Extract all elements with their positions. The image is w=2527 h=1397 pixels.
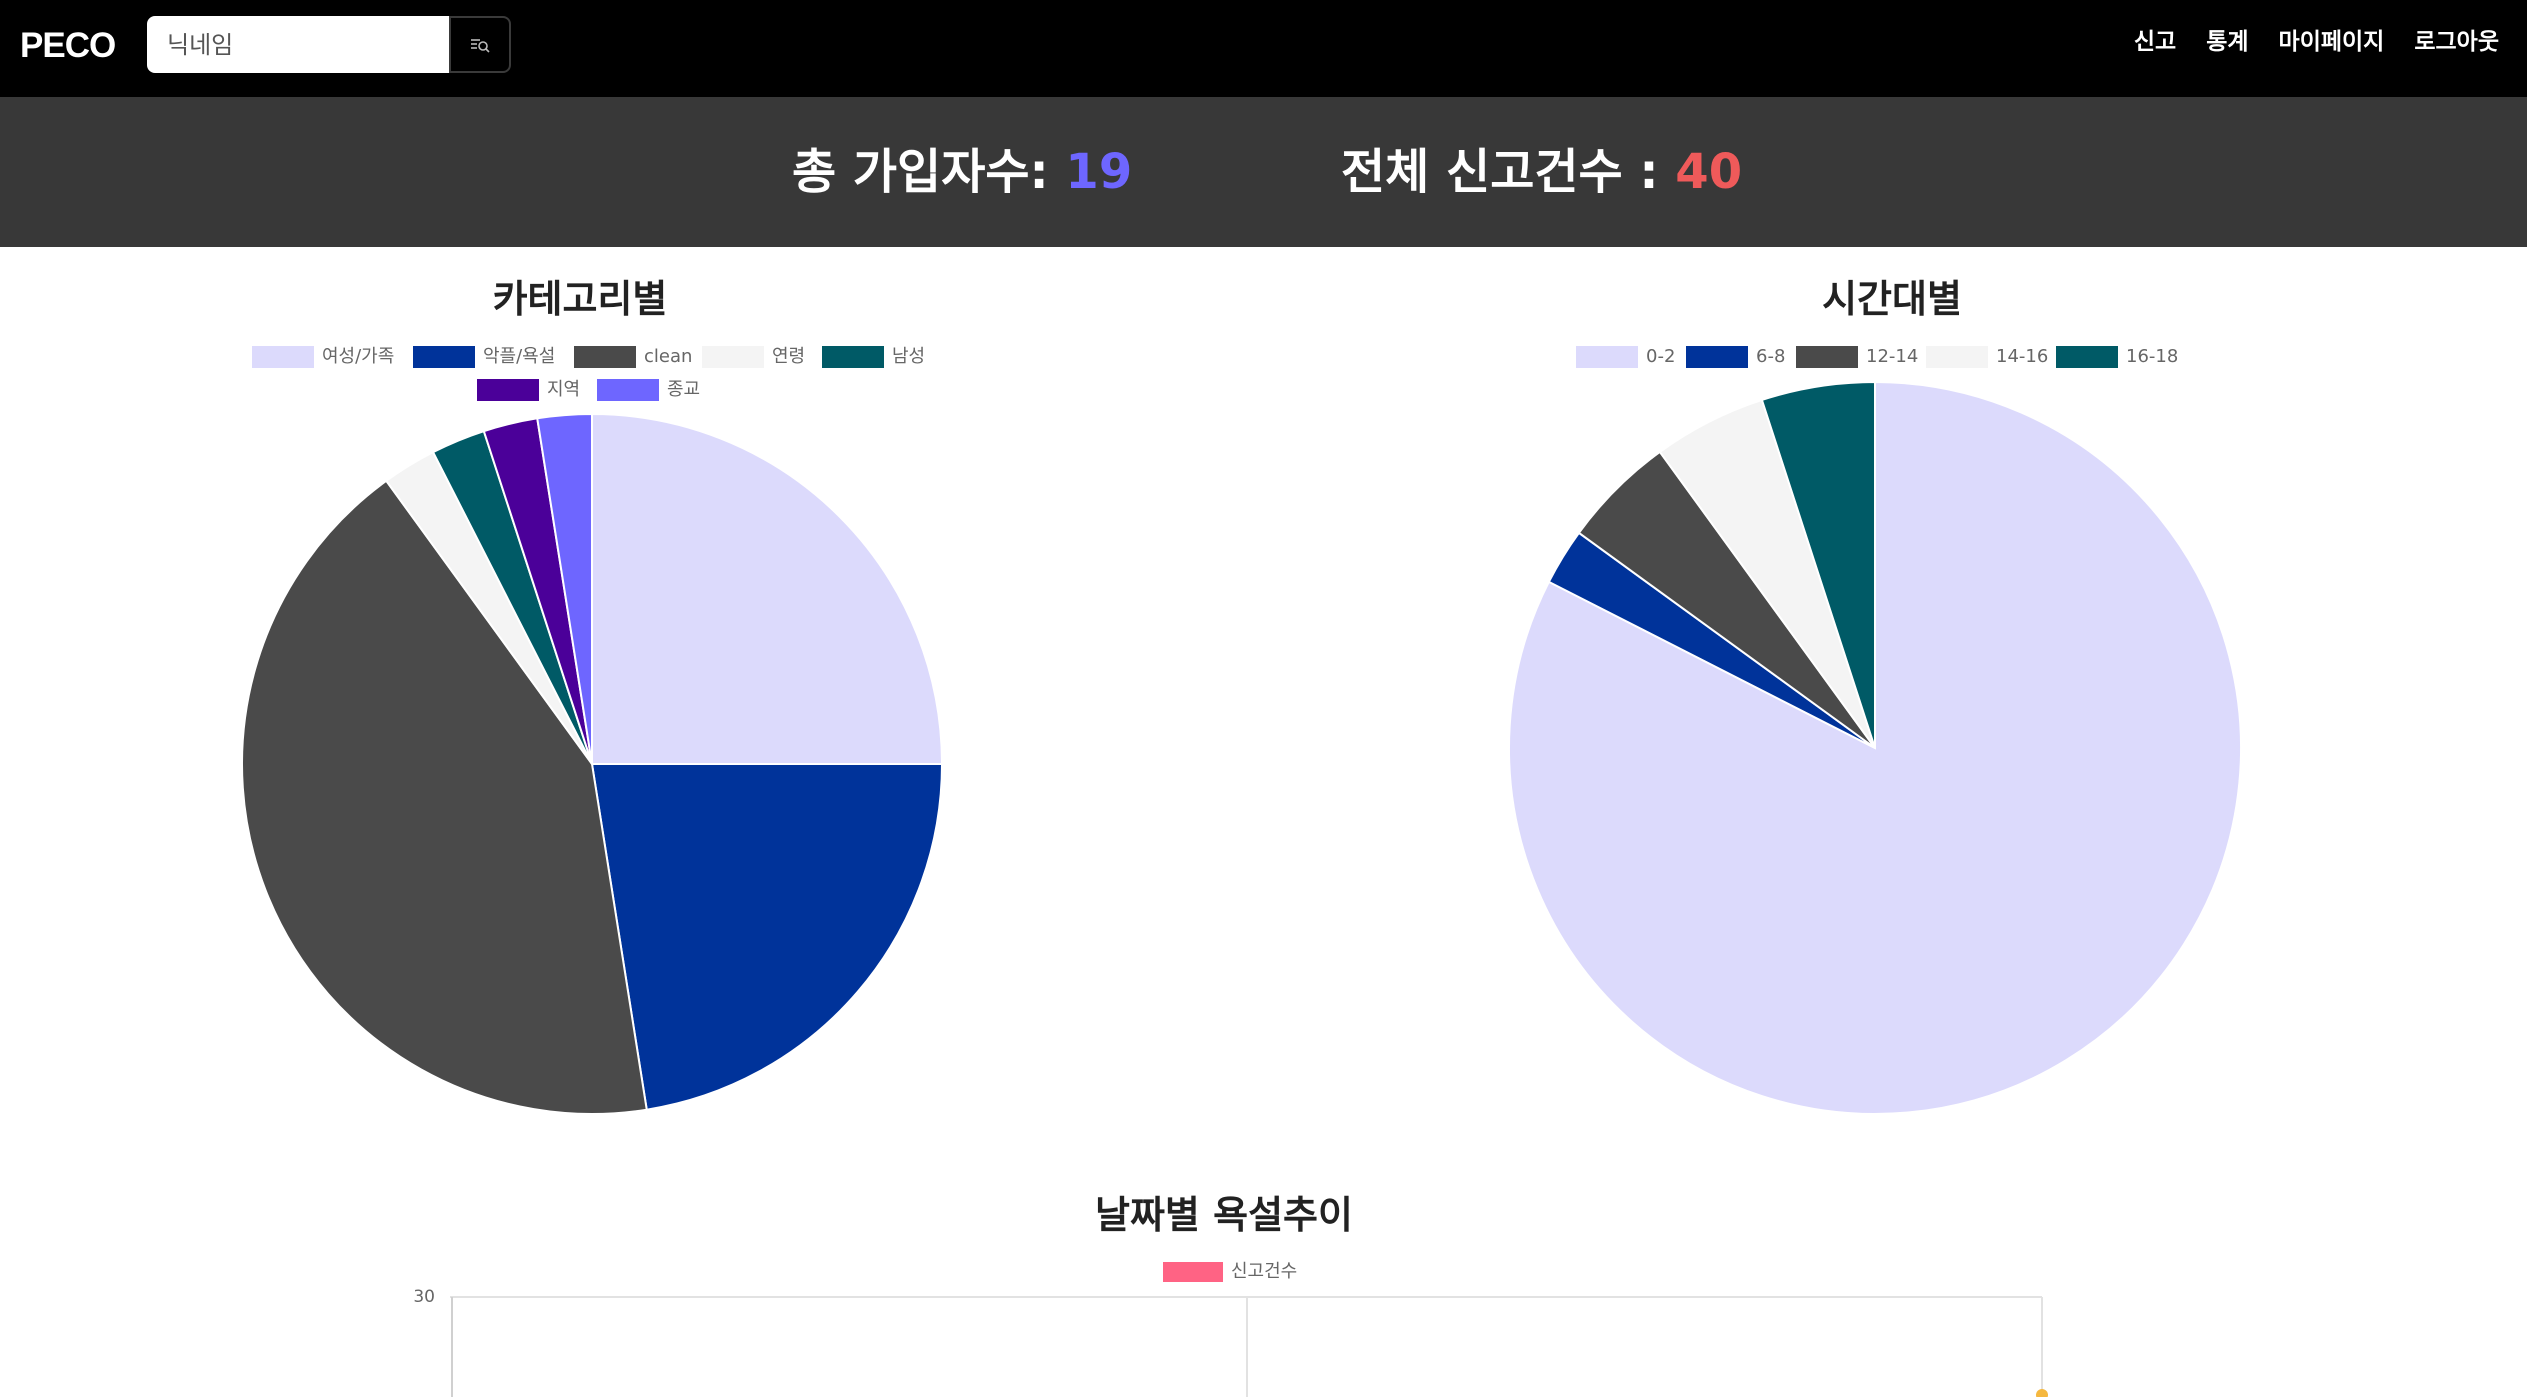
nav-menu: 신고 통계 마이페이지 로그아웃 xyxy=(2134,24,2499,60)
total-members-stat: 총 가입자수: 19 xyxy=(792,141,1132,203)
nav-item-mypage[interactable]: 마이페이지 xyxy=(2278,29,2385,55)
legend-item[interactable]: 악플/욕설 xyxy=(413,345,555,369)
legend-label: 16-18 xyxy=(2126,346,2179,367)
search-button[interactable] xyxy=(449,16,511,73)
legend-swatch xyxy=(1686,346,1748,368)
legend-swatch xyxy=(822,346,884,368)
legend-swatch xyxy=(1576,346,1638,368)
search-list-icon xyxy=(471,38,490,53)
legend-item[interactable]: 0-2 xyxy=(1576,345,1675,369)
legend-label: 6-8 xyxy=(1756,346,1786,367)
y-tick-label: 30 xyxy=(413,1287,435,1307)
legend-label: 여성/가족 xyxy=(322,346,395,367)
summary-stats-bar: 총 가입자수: 19 전체 신고건수 : 40 xyxy=(0,97,2527,247)
category-chart-title: 카테고리별 xyxy=(492,277,668,321)
legend-item[interactable]: 6-8 xyxy=(1686,345,1785,369)
legend-item[interactable]: 여성/가족 xyxy=(252,345,394,369)
pie-slice-0-2[interactable] xyxy=(1508,380,2242,1115)
brand-logo[interactable]: PECO xyxy=(20,26,116,65)
legend-swatch xyxy=(477,379,539,401)
total-reports-stat: 전체 신고건수 : 40 xyxy=(1341,141,1742,203)
top-navbar: PECO 신고 통계 마이페이지 로그아웃 xyxy=(0,0,2527,97)
legend-label: 종교 xyxy=(667,379,701,400)
data-point[interactable] xyxy=(2036,1389,2048,1397)
pie-slice-악플-욕설[interactable] xyxy=(590,763,944,1111)
legend-label: 신고건수 xyxy=(1231,1261,1298,1282)
legend-label: 12-14 xyxy=(1866,346,1919,367)
total-members-label: 총 가입자수: xyxy=(792,144,1066,200)
nav-item-statistics[interactable]: 통계 xyxy=(2206,29,2249,55)
pie-slice-16-18[interactable] xyxy=(1760,380,1876,749)
legend-item[interactable]: 14-16 xyxy=(1926,345,2048,369)
nav-item-logout[interactable]: 로그아웃 xyxy=(2414,29,2499,55)
legend-item[interactable]: 12-14 xyxy=(1796,345,1918,369)
pie-slice-clean[interactable] xyxy=(241,479,648,1115)
legend-label: 지역 xyxy=(547,379,581,400)
legend-label: 악플/욕설 xyxy=(483,346,556,367)
legend-item[interactable]: 신고건수 xyxy=(1163,1260,1297,1284)
legend-item[interactable]: clean xyxy=(574,345,692,369)
trend-chart-title: 날짜별 욕설추이 xyxy=(1095,1193,1353,1237)
pie-slice-여성-가족[interactable] xyxy=(591,412,944,765)
legend-label: 연령 xyxy=(772,346,806,367)
total-reports-label: 전체 신고건수 : xyxy=(1341,144,1676,200)
nav-item-report[interactable]: 신고 xyxy=(2133,29,2177,55)
time-chart-title: 시간대별 xyxy=(1822,277,1962,321)
legend-item[interactable]: 연령 xyxy=(702,345,805,369)
legend-swatch xyxy=(1163,1262,1223,1282)
total-members-value: 19 xyxy=(1065,144,1133,200)
legend-swatch xyxy=(252,346,314,368)
legend-swatch xyxy=(2056,346,2118,368)
legend-swatch xyxy=(413,346,475,368)
legend-swatch xyxy=(574,346,636,368)
legend-swatch xyxy=(597,379,659,401)
legend-swatch xyxy=(702,346,764,368)
legend-item[interactable]: 남성 xyxy=(822,345,925,369)
legend-item[interactable]: 지역 xyxy=(477,378,580,402)
total-reports-value: 40 xyxy=(1675,144,1743,200)
legend-item[interactable]: 16-18 xyxy=(2056,345,2178,369)
time-pie-chart xyxy=(1508,380,2242,1115)
legend-swatch xyxy=(1926,346,1988,368)
legend-item[interactable]: 종교 xyxy=(597,378,700,402)
legend-label: 14-16 xyxy=(1996,346,2049,367)
trend-line-chart: 30 xyxy=(413,1287,2048,1397)
legend-label: 남성 xyxy=(892,346,926,367)
pie-slice-종교[interactable] xyxy=(536,412,593,765)
nickname-search-input[interactable] xyxy=(147,16,449,73)
category-pie-chart xyxy=(241,412,944,1115)
legend-swatch xyxy=(1796,346,1858,368)
legend-label: 0-2 xyxy=(1646,346,1676,367)
legend-label: clean xyxy=(644,346,693,367)
